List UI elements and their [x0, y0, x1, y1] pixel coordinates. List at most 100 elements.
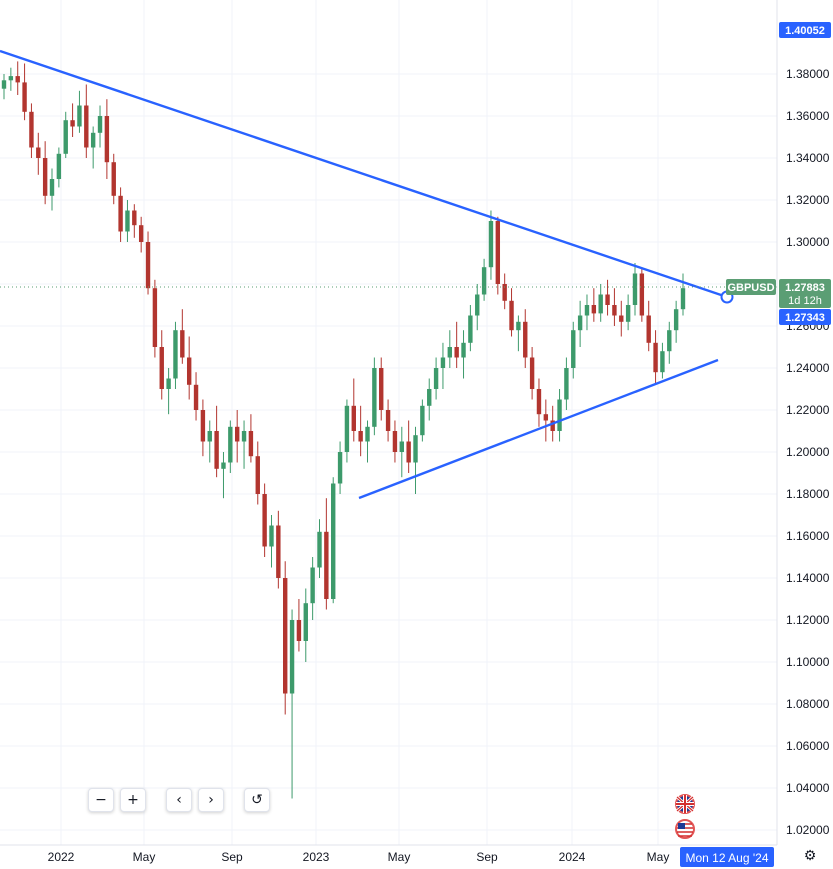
- y-tick-label: 1.20000: [786, 445, 830, 459]
- candle-body: [63, 120, 68, 154]
- candle: [296, 599, 302, 652]
- candle-body: [461, 342, 466, 358]
- resistance-trendline[interactable]: [0, 49, 728, 299]
- candle-body: [173, 330, 178, 379]
- candle: [228, 420, 233, 473]
- candle-body: [15, 76, 20, 83]
- candle: [598, 284, 603, 322]
- candle: [214, 405, 219, 478]
- candle-body: [481, 267, 487, 295]
- candle: [646, 300, 651, 352]
- crosshair-date-label: Mon 12 Aug '24: [680, 847, 774, 867]
- candle-body: [1, 80, 7, 89]
- candle: [468, 305, 473, 352]
- candle: [673, 300, 679, 343]
- candle-body: [667, 330, 672, 352]
- line-price-marker: 1.27343: [779, 309, 831, 325]
- zoom-in-button[interactable]: +: [120, 788, 146, 812]
- candle: [413, 426, 418, 494]
- candle-body: [296, 620, 302, 641]
- candle: [159, 330, 164, 400]
- candle-body: [379, 368, 384, 410]
- candle: [591, 288, 597, 322]
- scroll-right-button[interactable]: ›: [198, 788, 224, 812]
- y-tick-label: 1.10000: [786, 655, 830, 669]
- candle: [509, 288, 514, 337]
- candle-body: [413, 435, 418, 463]
- candle-body: [324, 531, 329, 599]
- candle-body: [118, 195, 123, 232]
- candle-body: [660, 351, 665, 373]
- candle: [557, 389, 562, 442]
- trendlines[interactable]: [0, 49, 734, 500]
- candle: [49, 168, 55, 211]
- candle-body: [625, 305, 631, 322]
- candle-body: [269, 525, 274, 547]
- candle: [166, 368, 171, 415]
- candle: [344, 399, 350, 463]
- y-tick-label: 1.24000: [786, 361, 830, 375]
- y-tick-label: 1.16000: [786, 529, 830, 543]
- candle: [118, 187, 123, 242]
- candle-body: [468, 315, 473, 343]
- top-price-marker-text: 1.40052: [785, 25, 825, 37]
- support-trendline[interactable]: [358, 358, 719, 500]
- candle-body: [276, 525, 281, 578]
- candle-body: [612, 305, 617, 316]
- candle: [605, 279, 610, 316]
- candle-body: [358, 431, 363, 442]
- candle: [276, 510, 281, 589]
- reset-chart-button[interactable]: ↺: [244, 788, 270, 812]
- scroll-left-button[interactable]: ‹: [166, 788, 192, 812]
- zoom-out-button[interactable]: −: [88, 788, 114, 812]
- candle: [358, 405, 363, 457]
- candle: [186, 336, 192, 400]
- candle: [536, 378, 542, 427]
- candle: [667, 321, 672, 364]
- candle-body: [557, 399, 562, 431]
- candle-body: [488, 221, 494, 268]
- price-scale[interactable]: 1.380001.360001.340001.320001.300001.280…: [776, 0, 833, 845]
- us-flag-icon[interactable]: [672, 819, 698, 839]
- candle: [193, 372, 199, 421]
- candle: [406, 420, 411, 473]
- candle-body: [262, 494, 267, 547]
- candle-body: [84, 105, 89, 148]
- y-tick-label: 1.04000: [786, 781, 830, 795]
- control-spacer: [152, 788, 160, 812]
- candle-body: [42, 158, 48, 196]
- candle: [379, 357, 384, 421]
- candle: [97, 105, 103, 148]
- candle-body: [372, 368, 377, 427]
- candle: [523, 309, 528, 368]
- candle-body: [289, 620, 295, 694]
- candle-body: [138, 225, 144, 242]
- x-tick-label: Sep: [221, 850, 243, 864]
- candle: [63, 111, 68, 158]
- settings-gear-icon[interactable]: ⚙: [803, 848, 817, 864]
- candle-body: [571, 330, 576, 368]
- symbol-price-label[interactable]: GBPUSD 1.27883 1d 12h: [726, 279, 831, 308]
- candle: [399, 426, 404, 478]
- candle-body: [577, 315, 583, 331]
- line-price-marker-text: 1.27343: [785, 312, 825, 324]
- y-tick-label: 1.02000: [786, 823, 830, 837]
- candle-body: [536, 389, 542, 415]
- candle-body: [433, 368, 439, 389]
- candlestick-series: [1, 61, 686, 799]
- candle-body: [180, 330, 185, 358]
- candle: [207, 420, 212, 463]
- uk-flag-icon[interactable]: [672, 794, 698, 814]
- candle-body: [564, 368, 569, 400]
- candle-body: [619, 315, 624, 322]
- candle-body: [632, 273, 638, 305]
- candle-body: [365, 426, 370, 442]
- candle-body: [344, 405, 350, 452]
- candle: [440, 342, 446, 389]
- candle: [111, 153, 116, 205]
- candle-body: [90, 132, 96, 148]
- candle-body: [427, 389, 432, 406]
- x-tick-label: Sep: [476, 850, 498, 864]
- candle: [125, 200, 130, 242]
